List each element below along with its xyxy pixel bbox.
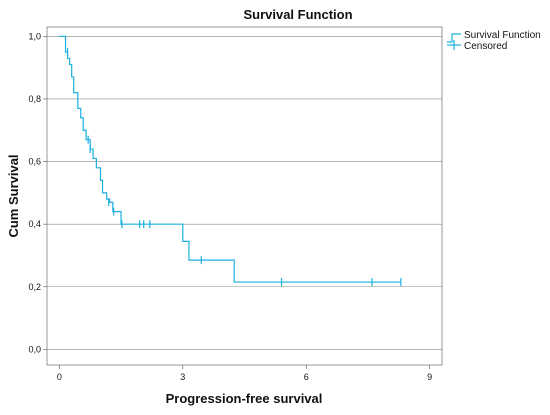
y-axis-ticks: 0,0 0,2 0,4 0,6 0,8 1,0 bbox=[28, 31, 47, 354]
legend-censored-label: Censored bbox=[464, 41, 507, 52]
y-tick-label: 1,0 bbox=[28, 31, 41, 41]
plot-frame bbox=[46, 26, 443, 366]
legend-survival-label: Survival Function bbox=[464, 30, 541, 41]
censor-markers bbox=[66, 48, 402, 287]
y-tick-label: 0,4 bbox=[28, 219, 41, 229]
y-tick-label: 0,2 bbox=[28, 282, 41, 292]
series-layer bbox=[59, 35, 401, 283]
survival-function-line bbox=[59, 35, 401, 283]
x-tick-label: 3 bbox=[180, 372, 185, 382]
legend-survival-swatch bbox=[447, 33, 461, 43]
grid-lines bbox=[47, 36, 442, 350]
x-tick-label: 9 bbox=[427, 372, 432, 382]
y-tick-label: 0,8 bbox=[28, 94, 41, 104]
legend: Survival Function Censored bbox=[447, 30, 541, 52]
x-tick-label: 6 bbox=[304, 372, 309, 382]
y-tick-label: 0,0 bbox=[28, 344, 41, 354]
x-axis-ticks: 0 3 6 9 bbox=[57, 365, 432, 382]
x-tick-label: 0 bbox=[57, 372, 62, 382]
y-tick-label: 0,6 bbox=[28, 157, 41, 167]
y-axis-title: Cum Survival bbox=[6, 154, 21, 237]
x-axis-title: Progression-free survival bbox=[166, 391, 323, 406]
chart-title: Survival Function bbox=[243, 7, 352, 22]
